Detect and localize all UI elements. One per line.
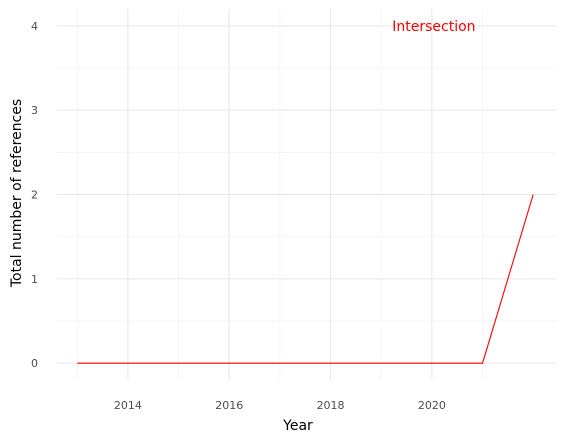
y-tick-label: 1: [31, 273, 38, 286]
x-axis-title: Year: [282, 418, 313, 434]
x-tick-label: 2014: [114, 399, 142, 412]
x-tick-label: 2018: [317, 399, 345, 412]
x-tick-label: 2020: [418, 399, 446, 412]
y-axis-tick-labels: 0 1 2 3 4: [31, 20, 38, 370]
major-gridlines: [57, 9, 556, 380]
y-tick-label: 4: [31, 20, 38, 33]
series-line: [77, 194, 534, 364]
series-layer: [77, 194, 534, 364]
y-tick-label: 2: [31, 189, 38, 202]
y-tick-label: 0: [31, 357, 38, 370]
annotations: Intersection: [392, 19, 475, 35]
series-annotation-label: Intersection: [392, 19, 475, 35]
x-tick-label: 2016: [215, 399, 243, 412]
y-tick-label: 3: [31, 104, 38, 117]
x-axis-tick-labels: 2014 2016 2018 2020: [114, 399, 446, 412]
y-axis-title: Total number of references: [9, 99, 25, 288]
